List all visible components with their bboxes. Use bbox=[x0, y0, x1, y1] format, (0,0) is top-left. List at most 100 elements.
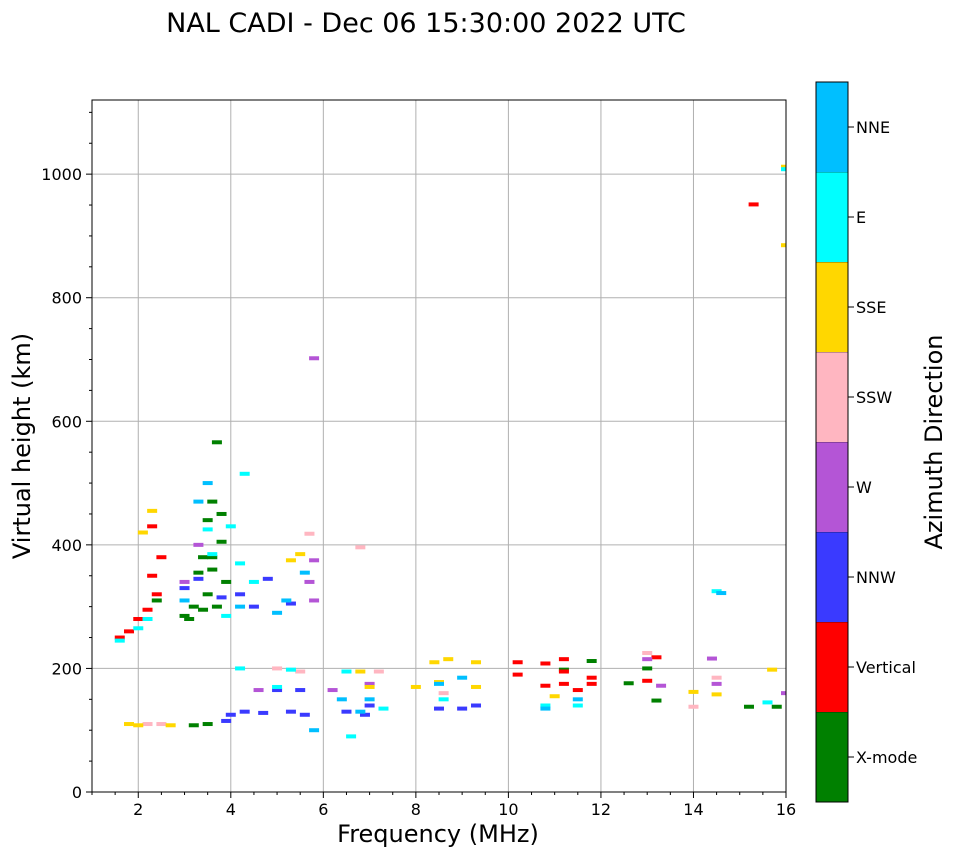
y-tick-label: 800 bbox=[51, 289, 82, 308]
echo-point-x-mode bbox=[221, 579, 232, 584]
echo-point-e bbox=[540, 703, 551, 708]
echo-point-w bbox=[327, 688, 338, 693]
colorbar-segment bbox=[816, 442, 848, 532]
colorbar-frame bbox=[815, 81, 849, 803]
echo-point-sse bbox=[410, 684, 421, 689]
echo-point-vertical bbox=[586, 675, 597, 680]
echo-point-sse bbox=[137, 530, 148, 535]
echo-point-w bbox=[706, 656, 717, 661]
echo-point-vertical bbox=[147, 524, 158, 529]
echo-point-sse bbox=[295, 552, 306, 557]
colorbar: X-mode Vertical NNW W SSW SSE E NNE bbox=[815, 81, 917, 803]
echo-point-sse bbox=[285, 558, 296, 563]
echo-point-x-mode bbox=[202, 518, 213, 523]
echo-point-e bbox=[346, 734, 357, 739]
echo-point-nne bbox=[540, 706, 551, 711]
echo-point-x-mode bbox=[642, 666, 653, 671]
x-tick-label: 10 bbox=[498, 800, 518, 819]
echo-point-nnw bbox=[193, 576, 204, 581]
echo-point-e bbox=[235, 561, 246, 566]
echo-point-vertical bbox=[133, 617, 144, 621]
echo-point-e bbox=[378, 706, 389, 711]
colorbar-label-item: X-mode bbox=[856, 748, 917, 767]
colorbar-segment bbox=[816, 622, 848, 712]
echo-point-x-mode bbox=[207, 567, 218, 572]
echo-point-w bbox=[656, 683, 667, 688]
echo-point-sse bbox=[443, 657, 454, 662]
echo-point-vertical bbox=[147, 573, 158, 578]
colorbar-label-item: W bbox=[856, 478, 872, 497]
echo-point-x-mode bbox=[193, 570, 204, 575]
echo-point-ssw bbox=[355, 545, 366, 550]
y-tick-label: 400 bbox=[51, 536, 82, 555]
echo-point-nnw bbox=[434, 706, 444, 711]
echo-point-w bbox=[309, 558, 320, 563]
echo-point-x-mode bbox=[207, 499, 218, 504]
echo-point-sse bbox=[781, 243, 786, 248]
x-tick-label: 12 bbox=[591, 800, 611, 819]
echo-point-ssw bbox=[438, 691, 449, 696]
echo-point-nne bbox=[299, 570, 310, 575]
echo-point-nnw bbox=[262, 576, 273, 581]
echo-point-nnw bbox=[364, 703, 375, 708]
y-tick-label: 200 bbox=[51, 659, 82, 678]
echo-point-sse bbox=[471, 660, 482, 665]
colorbar-segment bbox=[816, 352, 848, 442]
echo-point-e bbox=[142, 617, 153, 621]
echo-point-x-mode bbox=[216, 539, 227, 544]
echo-point-x-mode bbox=[211, 440, 222, 445]
x-tick-label: 2 bbox=[133, 800, 143, 819]
echo-point-nne bbox=[364, 697, 375, 702]
echo-point-sse bbox=[549, 694, 560, 699]
colorbar-label-item: NNW bbox=[856, 568, 896, 587]
echo-point-vertical bbox=[512, 672, 523, 677]
echo-point-vertical bbox=[558, 657, 569, 662]
echo-point-x-mode bbox=[651, 698, 662, 703]
echo-point-nnw bbox=[221, 718, 232, 723]
echo-point-nne bbox=[179, 598, 190, 603]
echo-point-x-mode bbox=[188, 604, 199, 609]
x-tick-label: 14 bbox=[683, 800, 703, 819]
echo-point-vertical bbox=[642, 678, 653, 683]
echo-point-sse bbox=[124, 722, 135, 727]
echo-point-x-mode bbox=[198, 555, 209, 560]
echo-point-sse bbox=[688, 689, 699, 694]
echo-point-e bbox=[239, 471, 250, 476]
echo-point-nne bbox=[716, 591, 727, 596]
echo-point-nnw bbox=[471, 703, 482, 708]
echo-point-ssw bbox=[688, 704, 699, 709]
echo-point-x-mode bbox=[216, 511, 227, 516]
echo-point-e bbox=[207, 552, 218, 557]
echo-point-ssw bbox=[142, 722, 153, 727]
echo-point-sse bbox=[767, 667, 778, 672]
x-axis: 2 4 6 8 10 12 14 16 bbox=[91, 792, 796, 819]
echo-point-vertical bbox=[142, 607, 153, 612]
echo-point-vertical bbox=[558, 681, 569, 686]
echo-point-x-mode bbox=[198, 607, 209, 612]
echo-point-ssw bbox=[156, 722, 167, 727]
y-tick-label: 600 bbox=[51, 412, 82, 431]
echo-point-nnw bbox=[239, 709, 250, 714]
echo-point-sse bbox=[355, 669, 366, 674]
colorbar-segment bbox=[816, 82, 848, 172]
echo-point-vertical bbox=[124, 629, 135, 634]
echo-point-x-mode bbox=[202, 722, 213, 727]
echo-point-w bbox=[309, 598, 320, 603]
echo-point-w bbox=[179, 579, 190, 584]
echo-point-e bbox=[762, 700, 773, 705]
echo-point-vertical bbox=[748, 202, 759, 207]
echo-point-w bbox=[253, 688, 264, 693]
echo-point-ssw bbox=[304, 531, 315, 536]
echo-point-w bbox=[711, 681, 722, 686]
echo-point-vertical bbox=[156, 555, 167, 560]
echo-point-x-mode bbox=[211, 604, 222, 609]
echo-point-sse bbox=[429, 660, 440, 665]
data-marks bbox=[114, 164, 786, 739]
colorbar-label-item: Vertical bbox=[856, 658, 916, 677]
echo-point-nnw bbox=[272, 688, 283, 693]
echo-point-x-mode bbox=[207, 555, 218, 560]
echo-point-e bbox=[221, 613, 232, 618]
echo-point-nne bbox=[202, 481, 213, 486]
echo-point-nnw bbox=[341, 709, 352, 714]
echo-point-nne bbox=[355, 709, 366, 714]
